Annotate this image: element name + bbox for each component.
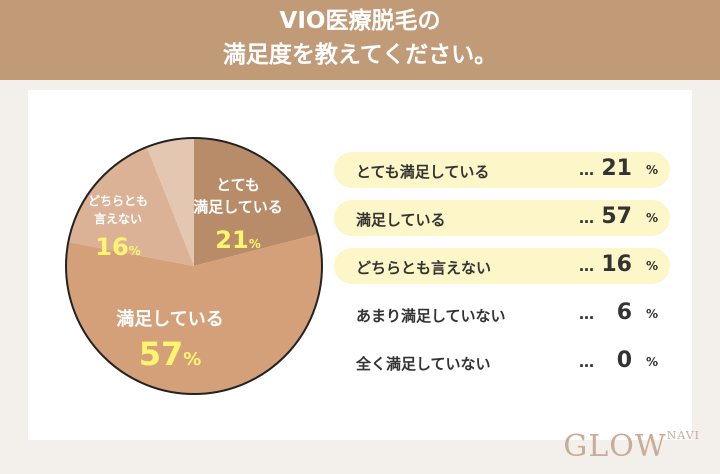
legend-unit: % (645, 163, 658, 177)
legend-row: とても満足している … 21% (334, 152, 670, 188)
legend-dots: … (579, 209, 594, 227)
title-line-1: VIO医療脱毛の (279, 8, 441, 34)
legend-value: 21 (601, 156, 632, 181)
slice-label: 満足している (193, 198, 283, 216)
legend-label: どちらとも言えない (356, 259, 492, 277)
title-line-2: 満足度を教えてください。 (222, 42, 498, 68)
legend-dots: … (579, 305, 594, 323)
legend-unit: % (645, 259, 658, 273)
legend-value: 0 (616, 348, 632, 373)
legend-row: 満足している … 57% (334, 200, 670, 236)
legend-label: 満足している (356, 211, 446, 229)
legend-label: とても満足している (356, 163, 490, 181)
slice-label: 満足している (116, 308, 223, 330)
slice-label: とても (216, 176, 260, 194)
legend-label: あまり満足していない (356, 307, 506, 325)
logo-sub: NAVI (666, 429, 700, 442)
pie-slice (68, 146, 194, 266)
legend-row: あまり満足していない … 6% (334, 296, 670, 332)
legend-row: 全く満足していない … 0% (334, 344, 670, 380)
legend-value: 57 (601, 204, 632, 229)
legend-value: 16 (601, 252, 632, 277)
header: VIO医療脱毛の満足度を教えてください。 (0, 0, 720, 80)
slice-label: 言えない (94, 211, 142, 226)
pie-outline (65, 137, 323, 395)
legend-unit: % (645, 307, 658, 321)
legend-value: 6 (616, 300, 632, 325)
pie-slice (194, 138, 318, 266)
pie-slice (65, 234, 323, 395)
legend-row: どちらとも言えない … 16% (334, 248, 670, 284)
logo-main: GLOW (563, 429, 667, 464)
legend-unit: % (645, 355, 658, 369)
slice-label: どちらとも (88, 194, 148, 208)
legend-dots: … (579, 353, 594, 371)
glow-navi-logo: GLOWNAVI (563, 429, 700, 464)
legend-dots: … (579, 161, 594, 179)
legend-unit: % (645, 211, 658, 225)
pie-slice (146, 138, 194, 266)
legend-label: 全く満足していない (356, 355, 491, 373)
legend-dots: … (579, 257, 594, 275)
